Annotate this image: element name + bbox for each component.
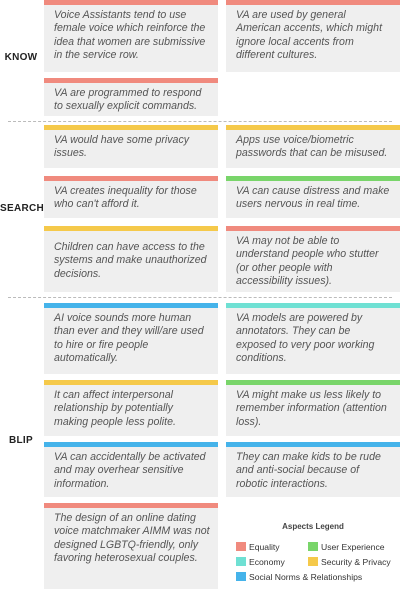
card-text: VA are used by general American accents,…	[236, 9, 383, 62]
legend-label: Economy	[249, 557, 285, 567]
section-label-know: KNOW	[4, 52, 38, 63]
impact-card: Apps use voice/biometric passwords that …	[226, 125, 400, 168]
card-text: Apps use voice/biometric passwords that …	[236, 134, 388, 160]
card-text: VA models are powered by annotators. The…	[236, 312, 375, 365]
card-text: Voice Assistants tend to use female voic…	[54, 9, 206, 62]
legend-item-equality: Equality	[236, 542, 280, 552]
impact-card: VA might make us less likely to remember…	[226, 380, 400, 436]
aspect-color-bar	[44, 503, 218, 508]
legend-title: Aspects Legend	[282, 522, 344, 531]
legend-item-economy: Economy	[236, 557, 285, 567]
card-text: VA creates inequality for those who can'…	[54, 185, 197, 211]
legend-label: Social Norms & Relationships	[249, 572, 363, 582]
card-text: The design of an online dating voice mat…	[54, 512, 210, 565]
aspect-color-bar	[226, 380, 400, 385]
impact-card: VA creates inequality for those who can'…	[44, 176, 218, 218]
card-text: It can affect interpersonal relationship…	[54, 389, 176, 428]
legend-label: Equality	[249, 542, 280, 552]
legend-swatch	[308, 557, 318, 566]
card-text: VA might make us less likely to remember…	[236, 389, 387, 428]
impact-card: VA may not be able to understand people …	[226, 226, 400, 292]
aspect-color-bar	[44, 442, 218, 447]
legend-swatch	[236, 557, 246, 566]
aspect-color-bar	[44, 176, 218, 181]
legend-label: Security & Privacy	[321, 557, 391, 567]
aspect-color-bar	[226, 0, 400, 5]
card-text: VA are programmed to respond to sexually…	[54, 87, 202, 113]
aspect-color-bar	[44, 0, 218, 5]
aspects-legend: Aspects Legend Equality User Experience …	[228, 520, 398, 589]
section-label-blip: BLIP	[9, 435, 33, 446]
legend-swatch	[236, 542, 246, 551]
aspect-color-bar	[226, 442, 400, 447]
card-text: VA may not be able to understand people …	[236, 235, 379, 288]
legend-swatch	[236, 572, 246, 581]
legend-item-social-norms: Social Norms & Relationships	[236, 572, 362, 582]
legend-swatch	[308, 542, 318, 551]
legend-label: User Experience	[321, 542, 385, 552]
aspect-color-bar	[44, 125, 218, 130]
impact-card: VA are used by general American accents,…	[226, 0, 400, 72]
impact-card: VA can accidentally be activated and may…	[44, 442, 218, 497]
impact-card: AI voice sounds more human than ever and…	[44, 303, 218, 374]
impact-card: The design of an online dating voice mat…	[44, 503, 218, 589]
section-label-search: SEARCH	[0, 203, 45, 214]
aspect-color-bar	[226, 303, 400, 308]
impact-card: VA models are powered by annotators. The…	[226, 303, 400, 374]
card-text: They can make kids to be rude and anti-s…	[236, 451, 381, 490]
impact-card: Voice Assistants tend to use female voic…	[44, 0, 218, 72]
aspect-color-bar	[44, 78, 218, 83]
aspect-color-bar	[226, 176, 400, 181]
legend-item-user-experience: User Experience	[308, 542, 385, 552]
impact-card: VA would have some privacy issues.	[44, 125, 218, 168]
card-text: AI voice sounds more human than ever and…	[54, 312, 204, 365]
impact-card: It can affect interpersonal relationship…	[44, 380, 218, 436]
aspect-color-bar	[44, 303, 218, 308]
card-text: VA would have some privacy issues.	[54, 134, 190, 160]
legend-item-security-privacy: Security & Privacy	[308, 557, 391, 567]
impact-card: VA are programmed to respond to sexually…	[44, 78, 218, 116]
impact-card: VA can cause distress and make users ner…	[226, 176, 400, 218]
section-divider	[8, 121, 392, 122]
aspect-color-bar	[226, 125, 400, 130]
impact-card: Children can have access to the systems …	[44, 226, 218, 292]
card-text: VA can cause distress and make users ner…	[236, 185, 390, 211]
impact-card: They can make kids to be rude and anti-s…	[226, 442, 400, 497]
aspect-color-bar	[44, 380, 218, 385]
card-text: VA can accidentally be activated and may…	[54, 451, 206, 490]
aspect-color-bar	[226, 226, 400, 231]
card-text: Children can have access to the systems …	[54, 241, 207, 280]
section-divider	[8, 297, 392, 298]
aspect-color-bar	[44, 226, 218, 231]
